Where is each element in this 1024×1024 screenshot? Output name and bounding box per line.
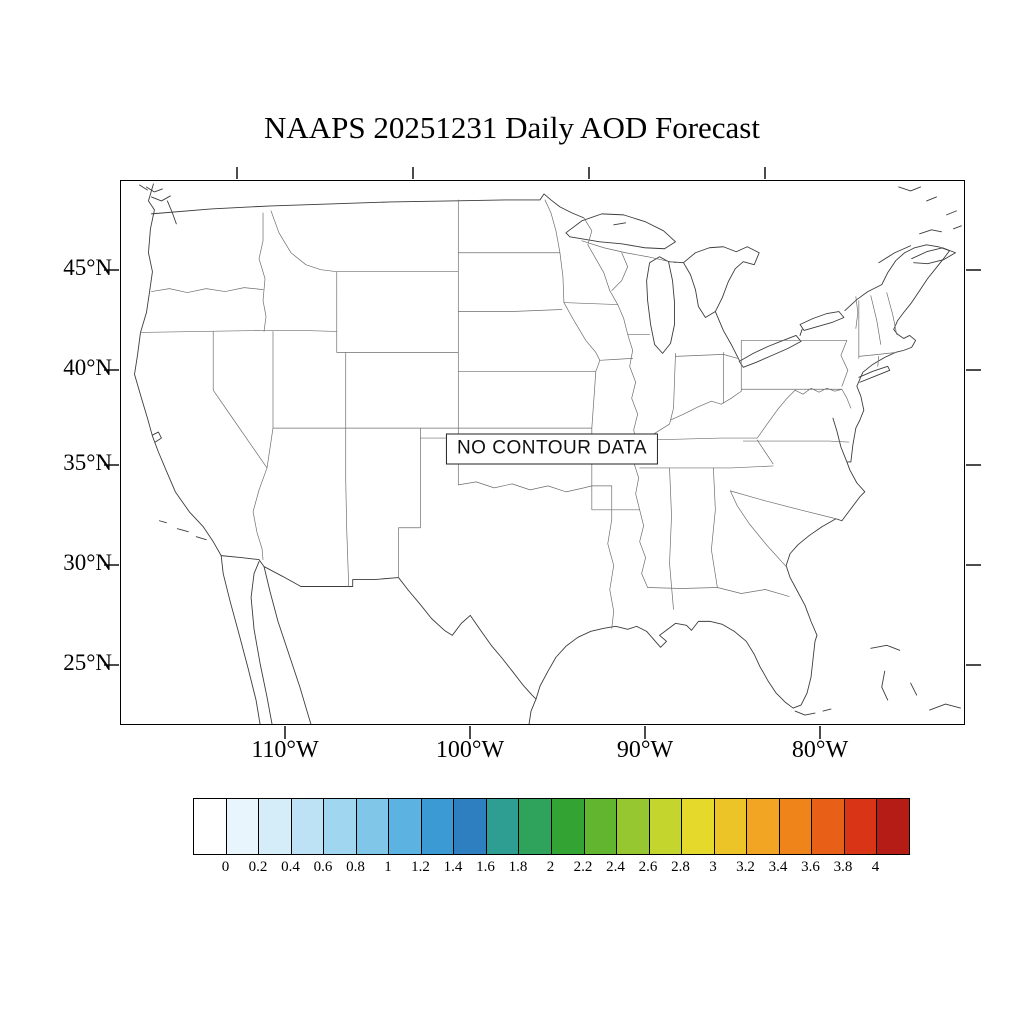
- channel-islands-path: [158, 520, 207, 541]
- colorbar-cell: [355, 799, 389, 854]
- lon-tick-label: 100°W: [435, 737, 505, 763]
- colorbar-cell: [616, 799, 649, 854]
- state-borders-plains-path: [457, 199, 742, 588]
- aod-colorbar-labels: 0 0.2 0.4 0.6 0.8 1 1.2 1.4 1.6 1.8 2 2.2 2.4 2.6 2.8 3…: [193, 859, 908, 881]
- lat-tick-label: 35°N: [63, 450, 112, 475]
- colorbar-tick-label: 0.4: [281, 859, 300, 875]
- colorbar-tick-label: 1.4: [443, 859, 463, 875]
- florida-keys-path: [794, 708, 832, 716]
- colorbar-cell: [746, 799, 779, 854]
- colorbar-tick-label: 3.4: [768, 859, 788, 875]
- colorbar-tick-label: 2.2: [573, 859, 593, 875]
- nova-scotia-path: [911, 247, 956, 265]
- colorbar-cell: [194, 799, 226, 854]
- canada-border-49n-path: [150, 193, 585, 219]
- colorbar-cell: [551, 799, 584, 854]
- new-brunswick-coast-path: [878, 245, 912, 264]
- colorbar-tick-label: 2.8: [671, 859, 690, 875]
- colorbar-cell: [290, 799, 324, 854]
- pacific-coast-path: [134, 183, 261, 724]
- san-francisco-bay-path: [151, 431, 162, 443]
- colorbar-cell: [843, 799, 877, 854]
- lake-connectors-path: [668, 261, 803, 361]
- colorbar-tick-label: 2.6: [638, 859, 658, 875]
- colorbar-tick-label: 0.6: [313, 859, 333, 875]
- colorbar-cell: [811, 799, 844, 854]
- baja-coast-path: [250, 561, 273, 724]
- state-borders: [140, 199, 898, 629]
- colorbar-tick-label: 1.6: [476, 859, 495, 875]
- colorbar-tick-label: 3: [709, 859, 717, 875]
- colorbar-tick-label: 2.4: [606, 859, 625, 875]
- colorbar-cell: [388, 799, 421, 854]
- colorbar-cell: [681, 799, 714, 854]
- colorbar-tick-label: 3.2: [736, 859, 755, 875]
- mexico-gulf-coast-path: [528, 698, 537, 724]
- colorbar-cell: [876, 799, 910, 854]
- state-borders-northeast-path: [740, 292, 898, 409]
- lon-tick-label: 90°W: [616, 737, 674, 763]
- puget-sound-path: [139, 184, 177, 225]
- lat-tick-label: 40°N: [63, 355, 112, 380]
- gulf-atlantic-coast-path: [535, 417, 866, 709]
- state-borders-west-path: [140, 199, 593, 587]
- colorbar-cell: [485, 799, 519, 854]
- lake-huron-path: [683, 246, 760, 318]
- coastline-and-borders: [134, 183, 962, 724]
- aod-colorbar: [193, 798, 910, 855]
- long-island-path: [858, 365, 891, 383]
- colorbar-tick-label: 2: [546, 859, 555, 875]
- great-lakes: [565, 213, 845, 368]
- colorbar-tick-label: 1.2: [411, 859, 430, 875]
- bahamas-cuba-path: [870, 644, 961, 711]
- colorbar-tick-label: 1: [384, 859, 392, 875]
- us-map: [134, 183, 962, 724]
- colorbar-cell: [420, 799, 454, 854]
- lake-erie-path: [738, 334, 802, 368]
- colorbar-cell: [713, 799, 747, 854]
- colorbar-tick-label: 3.8: [833, 859, 853, 875]
- gulf-of-california-path: [263, 566, 312, 724]
- delmarva-newengland-coast-path: [846, 250, 950, 463]
- prince-edward-island-path: [919, 229, 942, 235]
- colorbar-cell: [778, 799, 812, 854]
- colorbar-cell: [258, 799, 291, 854]
- colorbar-cell: [583, 799, 617, 854]
- lat-tick-label: 45°N: [63, 255, 112, 280]
- plot-title: NAAPS 20251231 Daily AOD Forecast: [264, 110, 760, 145]
- colorbar-tick-label: 0.8: [346, 859, 365, 875]
- lon-tick-label: 80°W: [791, 737, 849, 763]
- colorbar-cell: [453, 799, 486, 854]
- colorbar-tick-label: 1.8: [508, 859, 528, 875]
- lake-michigan-path: [646, 256, 675, 354]
- lat-tick-label: 25°N: [63, 650, 112, 675]
- colorbar-tick-label: 3.6: [801, 859, 820, 875]
- colorbar-cell: [225, 799, 259, 854]
- colorbar-cell: [648, 799, 682, 854]
- lake-ontario-path: [799, 311, 845, 331]
- no-contour-data-label: NO CONTOUR DATA: [445, 433, 659, 465]
- gulf-st-lawrence-islets-path: [898, 186, 962, 230]
- mexico-border-path: [220, 555, 537, 700]
- colorbar-cell: [323, 799, 356, 854]
- lat-tick-label: 30°N: [63, 550, 112, 575]
- colorbar-tick-label: 0: [221, 859, 230, 875]
- state-borders-south-path: [591, 397, 850, 629]
- colorbar-tick-label: 4: [871, 859, 880, 875]
- isle-royale-path: [613, 222, 627, 226]
- lake-superior-path: [565, 213, 676, 250]
- maine-canada-border-path: [844, 244, 950, 311]
- colorbar-cell: [518, 799, 552, 854]
- lon-tick-label: 110°W: [251, 737, 319, 763]
- colorbar-tick-label: 0.2: [248, 859, 268, 875]
